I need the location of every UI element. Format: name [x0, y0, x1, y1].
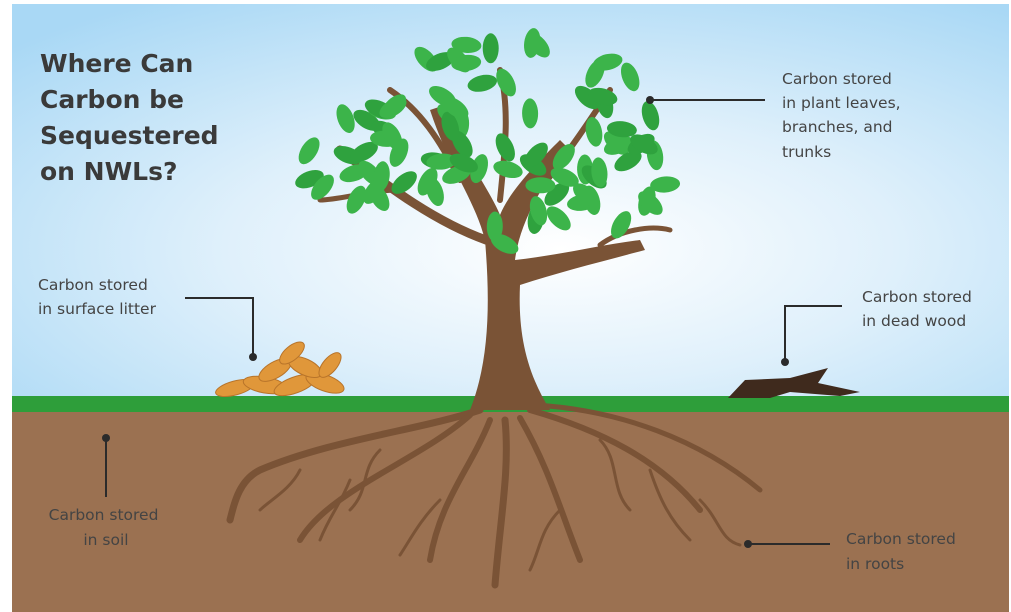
- label-line: in surface litter: [38, 300, 157, 318]
- title-line: Where Can: [40, 49, 193, 78]
- label-line: Carbon stored: [846, 530, 956, 548]
- label-line: in roots: [846, 555, 904, 573]
- label-line: in dead wood: [862, 312, 966, 330]
- title-line: on NWLs?: [40, 157, 178, 186]
- label-line: Carbon stored: [862, 288, 972, 306]
- label-line: trunks: [782, 143, 831, 161]
- title-line: Sequestered: [40, 121, 219, 150]
- label-line: branches, and: [782, 118, 893, 136]
- label-line: Carbon stored: [782, 70, 892, 88]
- title-line: Carbon be: [40, 85, 184, 114]
- label-line: in soil: [83, 531, 128, 549]
- leaf: [483, 33, 499, 63]
- infographic: Where Can Carbon be Sequestered on NWLs?…: [0, 0, 1011, 612]
- leaf: [525, 177, 555, 193]
- callout-dot: [249, 353, 257, 361]
- label-line: Carbon stored: [49, 506, 159, 524]
- callout-dot: [781, 358, 789, 366]
- label-line: in plant leaves,: [782, 94, 901, 112]
- label-line: Carbon stored: [38, 276, 148, 294]
